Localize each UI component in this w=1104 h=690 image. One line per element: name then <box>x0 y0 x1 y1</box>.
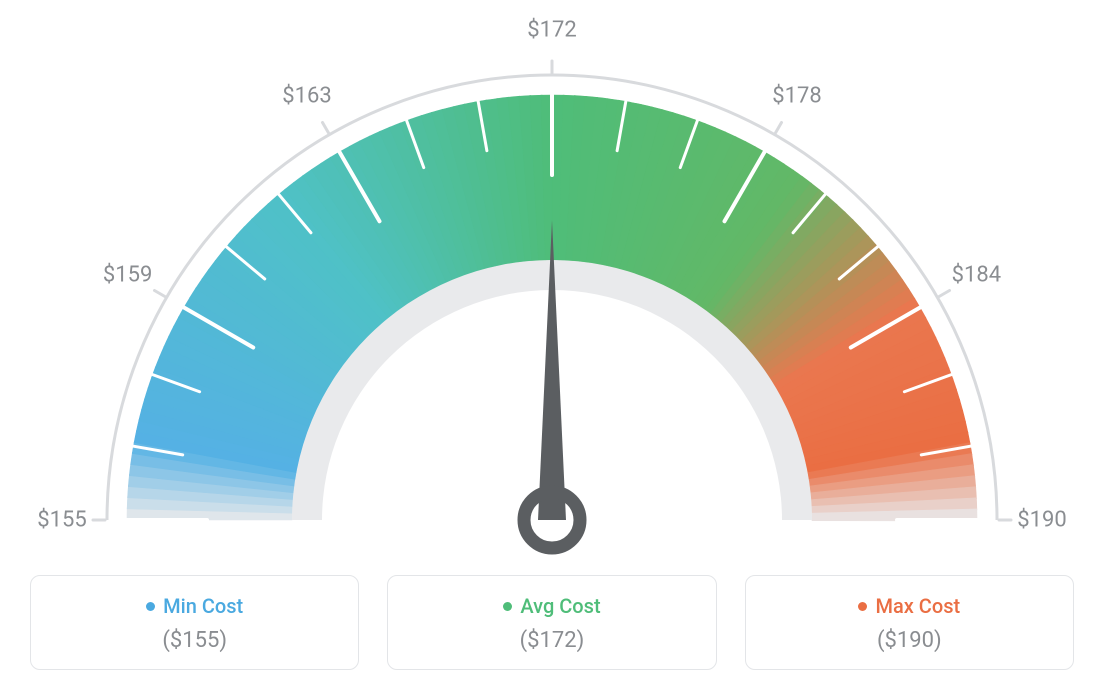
legend-max: Max Cost ($190) <box>745 575 1074 670</box>
gauge-tick-label: $163 <box>282 83 331 108</box>
legend-avg-title: Avg Cost <box>503 594 600 618</box>
gauge-tick-label: $184 <box>952 263 1001 288</box>
legend-avg: Avg Cost ($172) <box>387 575 716 670</box>
gauge-tick-label: $159 <box>103 263 152 288</box>
legend-row: Min Cost ($155) Avg Cost ($172) Max Cost… <box>0 575 1104 670</box>
gauge-chart: $155 $159 $163 $172 $178 $184 $190 <box>0 0 1104 560</box>
gauge-svg <box>0 0 1104 560</box>
dot-max-icon <box>858 602 867 611</box>
gauge-tick-label: $190 <box>1017 508 1066 533</box>
dot-min-icon <box>146 602 155 611</box>
legend-min: Min Cost ($155) <box>30 575 359 670</box>
legend-max-title: Max Cost <box>858 594 960 618</box>
gauge-tick-label: $178 <box>772 83 821 108</box>
legend-avg-label: Avg Cost <box>520 594 600 618</box>
dot-avg-icon <box>503 602 512 611</box>
legend-avg-value: ($172) <box>398 628 705 653</box>
gauge-tick-label: $155 <box>37 508 86 533</box>
legend-max-label: Max Cost <box>875 594 960 618</box>
legend-min-title: Min Cost <box>146 594 243 618</box>
legend-min-label: Min Cost <box>163 594 243 618</box>
legend-max-value: ($190) <box>756 628 1063 653</box>
gauge-tick-label: $172 <box>527 18 576 43</box>
legend-min-value: ($155) <box>41 628 348 653</box>
